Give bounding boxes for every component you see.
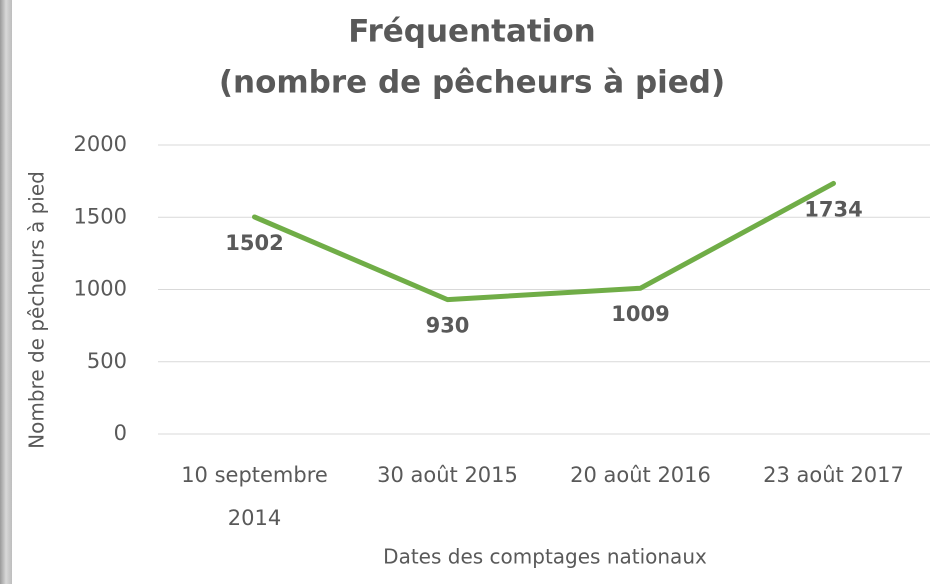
x-tick-label: 30 août 2015: [377, 463, 518, 487]
data-label: 1502: [225, 231, 283, 255]
y-tick-label: 1500: [74, 204, 127, 228]
y-tick-label: 0: [114, 421, 127, 445]
x-tick-label: 23 août 2017: [763, 463, 904, 487]
line: [252, 180, 836, 303]
y-tick-label: 500: [87, 349, 127, 373]
x-tick-label: 10 septembre 2014: [181, 463, 328, 530]
data-label: 1734: [804, 197, 862, 221]
side-strip: [0, 0, 12, 584]
y-tick-label: 2000: [74, 132, 127, 156]
chart-title: Fréquentation: [348, 14, 595, 50]
data-label: 930: [426, 314, 470, 338]
chart-subtitle: (nombre de pêcheurs à pied): [219, 65, 725, 101]
x-tick-label: 20 août 2016: [570, 463, 711, 487]
y-axis-label: Nombre de pêcheurs à pied: [25, 171, 49, 449]
data-label: 1009: [611, 302, 669, 326]
x-axis-label: Dates des comptages nationaux: [383, 545, 707, 569]
y-tick-label: 1000: [74, 277, 127, 301]
